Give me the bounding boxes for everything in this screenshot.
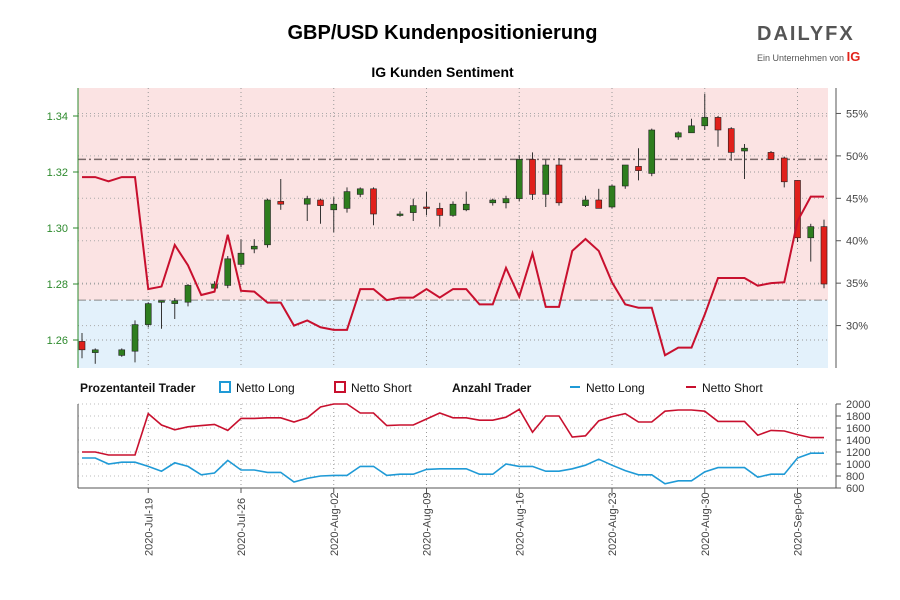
legend-pct-long-swatch bbox=[219, 381, 231, 393]
candle-body bbox=[144, 303, 152, 325]
candle-body bbox=[277, 201, 285, 205]
count-tick-label: 600 bbox=[846, 483, 864, 495]
long-zone-bg bbox=[78, 300, 828, 368]
left-tick-label: 1.30 bbox=[47, 223, 68, 235]
long-pct-line bbox=[82, 176, 824, 357]
x-tick-label: 2020-Aug-02 bbox=[329, 492, 341, 556]
count-tick-label: 800 bbox=[846, 471, 864, 483]
right-tick-label: 45% bbox=[846, 193, 868, 205]
candle-body bbox=[317, 199, 324, 206]
candle-body bbox=[396, 213, 404, 216]
candle-body bbox=[343, 191, 351, 209]
legend-count-long: Netto Long bbox=[586, 381, 645, 395]
candle-body bbox=[78, 341, 86, 351]
candle-body bbox=[648, 129, 656, 174]
candle-body bbox=[542, 164, 550, 195]
candle-body bbox=[515, 159, 523, 199]
count-tick-label: 1600 bbox=[846, 423, 870, 435]
logo-tagline: Ein Unternehmen von IG bbox=[757, 49, 867, 64]
candle-body bbox=[635, 166, 642, 171]
candle-body bbox=[224, 258, 232, 286]
legend-count-title: Anzahl Trader bbox=[452, 381, 532, 395]
candle-body bbox=[131, 324, 139, 352]
count-tick-label: 1400 bbox=[846, 435, 870, 447]
count-tick-label: 1800 bbox=[846, 411, 870, 423]
left-tick-label: 1.28 bbox=[47, 279, 68, 291]
candle-body bbox=[449, 203, 457, 216]
right-tick-label: 40% bbox=[846, 236, 868, 248]
x-tick-label: 2020-Jul-26 bbox=[236, 498, 248, 556]
ig-brand-mark: IG bbox=[846, 49, 861, 64]
chart-legend: Prozentanteil Trader Netto Long Netto Sh… bbox=[80, 381, 763, 395]
candle-body bbox=[820, 226, 828, 285]
candle-body bbox=[356, 188, 364, 195]
x-tick-label: 2020-Aug-23 bbox=[607, 492, 619, 556]
candle-body bbox=[409, 205, 417, 213]
candle-body bbox=[688, 125, 695, 134]
candle-body bbox=[237, 252, 245, 265]
x-tick-label: 2020-Jul-19 bbox=[143, 498, 155, 556]
candle-body bbox=[767, 152, 775, 160]
right-tick-label: 30% bbox=[846, 321, 868, 333]
candle-body bbox=[780, 157, 788, 183]
legend-pct-short-swatch bbox=[334, 381, 346, 393]
legend-pct-long: Netto Long bbox=[236, 381, 295, 395]
candle-body bbox=[171, 300, 179, 304]
price-sentiment-panel: 1.26 1.28 1.30 1.32 1.34 30% 35% 40% 45% 50% 55% bbox=[47, 88, 868, 368]
candle-body bbox=[303, 198, 311, 205]
candle-body bbox=[264, 199, 271, 246]
candle-body bbox=[582, 199, 589, 206]
candle-body bbox=[462, 203, 470, 211]
candle-body bbox=[794, 180, 801, 239]
candle-body bbox=[250, 245, 258, 250]
candle-body bbox=[370, 188, 377, 215]
count-short-line bbox=[82, 403, 824, 456]
right-tick-label: 55% bbox=[846, 108, 868, 120]
legend-count-short: Netto Short bbox=[702, 381, 763, 395]
candle-body bbox=[595, 199, 603, 209]
x-tick-label: 2020-Aug-09 bbox=[422, 492, 434, 556]
candle-body bbox=[621, 164, 629, 187]
candle-body bbox=[91, 349, 99, 353]
candle-body bbox=[608, 185, 616, 208]
candle-body bbox=[674, 132, 682, 138]
candle-body bbox=[423, 206, 430, 209]
logo-wordmark: DAILYFX bbox=[757, 23, 855, 45]
left-tick-label: 1.26 bbox=[47, 335, 68, 347]
legend-pct-short: Netto Short bbox=[351, 381, 412, 395]
candle-body bbox=[436, 208, 444, 216]
candle-body bbox=[158, 300, 165, 303]
logo-tagline-text: Ein Unternehmen von bbox=[757, 53, 845, 63]
candle-body bbox=[529, 159, 536, 195]
candle-body bbox=[184, 285, 192, 303]
count-tick-label: 2000 bbox=[846, 399, 870, 411]
right-tick-label: 50% bbox=[846, 151, 868, 163]
chart-title: GBP/USD Kundenpositionierung bbox=[287, 22, 598, 44]
candle-body bbox=[741, 147, 748, 152]
left-tick-label: 1.34 bbox=[47, 111, 68, 123]
count-tick-label: 1000 bbox=[846, 459, 870, 471]
candle-body bbox=[701, 117, 709, 127]
count-long-line bbox=[82, 452, 824, 485]
candle-body bbox=[807, 226, 815, 239]
legend-pct-title: Prozentanteil Trader bbox=[80, 381, 196, 395]
candle-body bbox=[502, 198, 510, 204]
x-tick-label: 2020-Sep-06 bbox=[793, 492, 805, 556]
count-tick-label: 1200 bbox=[846, 447, 870, 459]
left-tick-label: 1.32 bbox=[47, 167, 68, 179]
x-tick-label: 2020-Aug-30 bbox=[700, 492, 712, 556]
x-tick-label: 2020-Aug-16 bbox=[514, 492, 526, 556]
candle-body bbox=[330, 203, 338, 211]
candle-body bbox=[555, 164, 563, 204]
dailyfx-logo[interactable]: DAILYFX Ein Unternehmen von IG bbox=[757, 24, 867, 64]
chart-subtitle: IG Kunden Sentiment bbox=[371, 64, 514, 80]
candle-body bbox=[727, 128, 735, 153]
date-axis: 2020-Jul-19 2020-Jul-26 2020-Aug-02 2020-Au… bbox=[143, 488, 805, 556]
right-tick-label: 35% bbox=[846, 278, 868, 290]
candle-body bbox=[489, 199, 497, 204]
candle-body bbox=[714, 117, 722, 131]
candle-body bbox=[118, 349, 126, 356]
